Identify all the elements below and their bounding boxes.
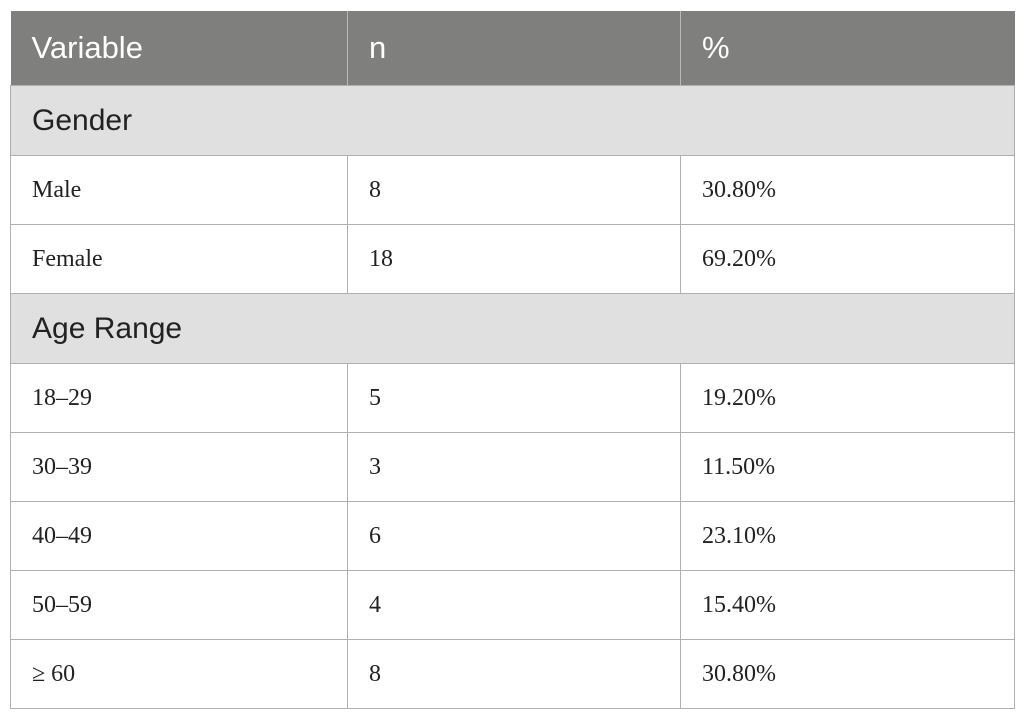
cell-percent: 69.20%	[680, 224, 1015, 294]
cell-n: 18	[347, 224, 681, 294]
section-title: Age Range	[10, 293, 1015, 364]
table-row: Male 8 30.80%	[10, 155, 1015, 225]
cell-n: 6	[347, 501, 681, 571]
cell-n: 5	[347, 363, 681, 433]
section-title: Gender	[10, 85, 1015, 156]
table-row: ≥ 60 8 30.80%	[10, 639, 1015, 709]
table-row: 18–29 5 19.20%	[10, 363, 1015, 433]
cell-n: 3	[347, 432, 681, 502]
cell-percent: 30.80%	[680, 155, 1015, 225]
table-row: 40–49 6 23.10%	[10, 501, 1015, 571]
cell-variable: 40–49	[10, 501, 348, 571]
cell-variable: 18–29	[10, 363, 348, 433]
cell-variable: 30–39	[10, 432, 348, 502]
cell-n: 4	[347, 570, 681, 640]
cell-variable: Male	[10, 155, 348, 225]
header-n: n	[347, 11, 681, 86]
cell-percent: 19.20%	[680, 363, 1015, 433]
section-row-age-range: Age Range	[10, 293, 1015, 364]
cell-percent: 15.40%	[680, 570, 1015, 640]
section-row-gender: Gender	[10, 85, 1015, 156]
table-header: Variable n %	[10, 11, 1015, 86]
table-body: Gender Male 8 30.80% Female 18 69.20% Ag…	[10, 85, 1015, 709]
cell-percent: 11.50%	[680, 432, 1015, 502]
cell-variable: Female	[10, 224, 348, 294]
table-row: 30–39 3 11.50%	[10, 432, 1015, 502]
header-variable: Variable	[10, 11, 348, 86]
cell-n: 8	[347, 639, 681, 709]
header-row: Variable n %	[10, 11, 1015, 86]
demographics-table: Variable n % Gender Male 8 30.80% Female…	[10, 11, 1015, 709]
cell-percent: 30.80%	[680, 639, 1015, 709]
table-row: 50–59 4 15.40%	[10, 570, 1015, 640]
cell-variable: 50–59	[10, 570, 348, 640]
header-percent: %	[680, 11, 1015, 86]
cell-n: 8	[347, 155, 681, 225]
table-row: Female 18 69.20%	[10, 224, 1015, 294]
cell-percent: 23.10%	[680, 501, 1015, 571]
cell-variable: ≥ 60	[10, 639, 348, 709]
